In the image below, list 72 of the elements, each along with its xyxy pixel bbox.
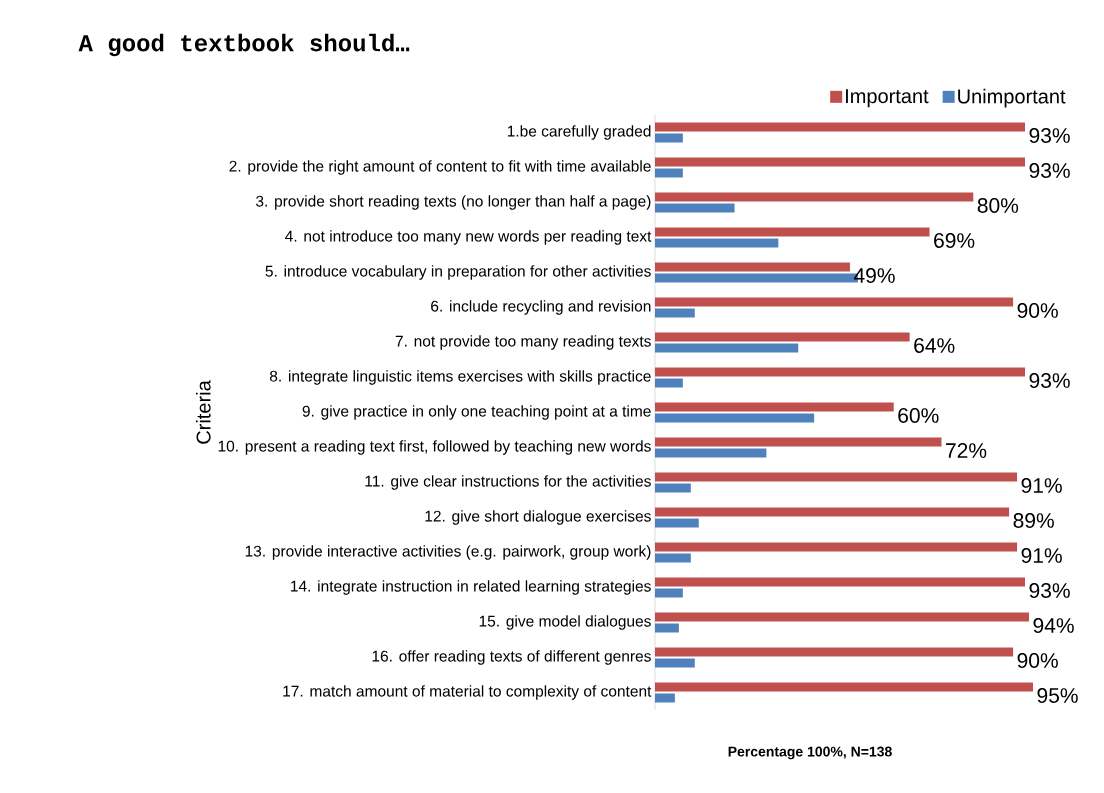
data-label: 69%: [934, 233, 975, 248]
data-label: 93%: [1029, 583, 1070, 598]
y-tick-label: 1.be carefully graded: [507, 125, 651, 140]
bar: [655, 227, 930, 237]
legend-label: Unimportant: [958, 88, 1066, 108]
data-label: 93%: [1029, 373, 1070, 388]
bar: [655, 437, 942, 447]
data-label: 95%: [1037, 688, 1078, 703]
bar: [655, 448, 767, 458]
data-label: 91%: [1021, 478, 1062, 493]
bar: [655, 647, 1014, 657]
data-label: 93%: [1029, 128, 1070, 143]
bar: [655, 168, 683, 178]
bar: [655, 588, 683, 598]
y-tick-label: 6. include recycling and revision: [431, 300, 651, 315]
bar: [655, 658, 695, 668]
data-label: 72%: [946, 443, 987, 458]
data-label: 93%: [1029, 163, 1070, 178]
bar: [655, 402, 894, 412]
y-tick-label: 15. give model dialogues: [479, 615, 651, 630]
y-tick-label: 5. introduce vocabulary in preparation for other activities: [265, 265, 651, 280]
bar: [655, 157, 1026, 167]
bar: [655, 297, 1014, 307]
y-tick-label: 3. provide short reading texts (no longer than half a page): [255, 195, 651, 210]
legend-label: Important: [846, 89, 929, 108]
data-label: 49%: [853, 268, 895, 283]
y-tick-label: 11. give clear instructions for the activities: [365, 475, 651, 490]
x-axis-title: Percentage 100%, N=138: [728, 746, 892, 760]
bar: [655, 367, 1026, 377]
bar: [655, 133, 683, 143]
y-axis-title: Criteria: [195, 380, 211, 444]
bar: [655, 542, 1018, 552]
bar: [655, 612, 1030, 622]
bar: [655, 483, 691, 493]
bar: [655, 378, 683, 388]
data-label: 94%: [1033, 618, 1074, 633]
data-label: 91%: [1021, 548, 1062, 563]
y-tick-label: 9. give practice in only one teaching point at a time: [302, 405, 651, 420]
bar: [655, 553, 691, 563]
bar: [655, 693, 675, 703]
bar: [655, 262, 850, 272]
y-tick-label: 4. not introduce too many new words per reading text: [285, 230, 652, 245]
bar: [655, 238, 779, 248]
bar: [655, 122, 1026, 132]
data-label: 80%: [977, 198, 1019, 213]
bar: [655, 203, 735, 213]
data-label: 90%: [1017, 303, 1058, 318]
data-label: 90%: [1017, 653, 1058, 668]
data-label: 89%: [1013, 513, 1054, 528]
bar: [655, 682, 1033, 692]
y-tick-label: 7. not provide too many reading texts: [395, 335, 651, 350]
bar: [655, 623, 679, 633]
y-tick-label: 12. give short dialogue exercises: [425, 510, 651, 525]
text: A good textbook should…: [78, 33, 410, 57]
y-tick-label: 10. present a reading text first, followed by teaching new words: [218, 440, 651, 455]
y-tick-label: 16. offer reading texts of different genres: [372, 650, 651, 665]
bar: [655, 507, 1010, 517]
bar: [655, 577, 1026, 587]
y-tick-label: 17. match amount of material to complexity of content: [283, 685, 652, 700]
y-tick-label: 2. provide the right amount of content to fit with time available: [229, 160, 651, 175]
bar: [655, 192, 974, 202]
bar: [655, 518, 699, 528]
bar: [655, 413, 815, 423]
y-tick-label: 8. integrate linguistic items exercises with skills practice: [269, 370, 651, 385]
bar: [655, 308, 695, 318]
y-tick-label: 13. provide interactive activities (e.g. pairwork, group work): [245, 545, 651, 560]
data-label: 60%: [898, 408, 939, 423]
bar: [655, 472, 1018, 482]
bar: [655, 343, 799, 353]
bar: [655, 332, 910, 342]
data-label: 64%: [914, 338, 955, 353]
y-tick-label: 14. integrate instruction in related learning strategies: [291, 580, 651, 595]
